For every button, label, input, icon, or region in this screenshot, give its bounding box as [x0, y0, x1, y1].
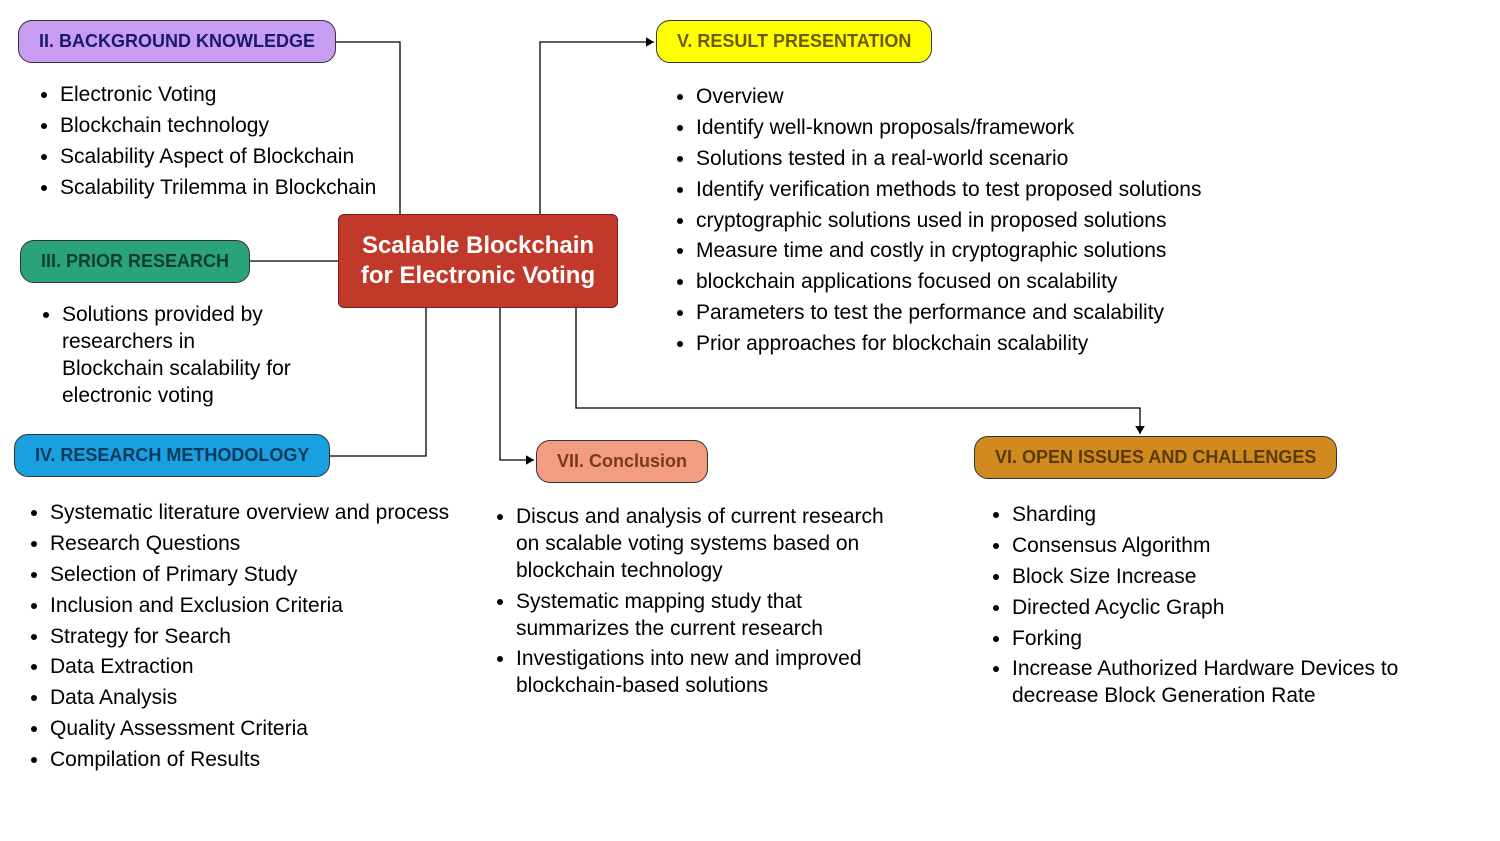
- list-item: Overview: [696, 84, 1234, 111]
- section-background-knowledge: II. BACKGROUND KNOWLEDGE: [18, 20, 336, 63]
- list-item: Selection of Primary Study: [50, 562, 458, 589]
- list-item: Forking: [1012, 626, 1460, 653]
- section-background-items: Electronic Voting Blockchain technology Sc…: [38, 78, 398, 206]
- list-item: Data Analysis: [50, 685, 458, 712]
- section-label: IV. RESEARCH METHODOLOGY: [35, 445, 309, 465]
- list-item: Strategy for Search: [50, 624, 458, 651]
- list-item: Parameters to test the performance and s…: [696, 300, 1234, 327]
- list-item: Consensus Algorithm: [1012, 533, 1460, 560]
- list-item: Sharding: [1012, 502, 1460, 529]
- section-open-issues: VI. OPEN ISSUES AND CHALLENGES: [974, 436, 1337, 479]
- section-methodology-items: Systematic literature overview and proce…: [28, 496, 458, 778]
- list-item: cryptographic solutions used in proposed…: [696, 208, 1234, 235]
- section-label: III. PRIOR RESEARCH: [41, 251, 229, 271]
- list-item: Directed Acyclic Graph: [1012, 595, 1460, 622]
- list-item: Data Extraction: [50, 654, 458, 681]
- list-item: Systematic literature overview and proce…: [50, 500, 458, 527]
- list-item: Increase Authorized Hardware Devices to …: [1012, 656, 1460, 710]
- list-item: Systematic mapping study that summarizes…: [516, 589, 884, 643]
- section-label: VI. OPEN ISSUES AND CHALLENGES: [995, 447, 1316, 467]
- center-node: Scalable Blockchain for Electronic Votin…: [338, 214, 618, 308]
- section-research-methodology: IV. RESEARCH METHODOLOGY: [14, 434, 330, 477]
- list-item: Identify well-known proposals/framework: [696, 115, 1234, 142]
- list-item: Quality Assessment Criteria: [50, 716, 458, 743]
- arrowhead-icon: [646, 37, 654, 47]
- section-label: VII. Conclusion: [557, 451, 687, 471]
- list-item: Electronic Voting: [60, 82, 398, 109]
- list-item: Scalability Aspect of Blockchain: [60, 144, 398, 171]
- list-item: Solutions provided by researchers in Blo…: [62, 302, 296, 410]
- connector-to-methodology: [322, 306, 426, 456]
- section-result-presentation: V. RESULT PRESENTATION: [656, 20, 932, 63]
- list-item: Solutions tested in a real-world scenari…: [696, 146, 1234, 173]
- arrowhead-icon: [1135, 426, 1145, 434]
- connector-to-results: [540, 42, 654, 214]
- list-item: Research Questions: [50, 531, 458, 558]
- section-prior-research: III. PRIOR RESEARCH: [20, 240, 250, 283]
- list-item: blockchain applications focused on scala…: [696, 269, 1234, 296]
- connector-to-conclusion: [500, 306, 534, 460]
- section-prior-items: Solutions provided by researchers in Blo…: [40, 298, 296, 414]
- list-item: Blockchain technology: [60, 113, 398, 140]
- arrowhead-icon: [526, 455, 534, 465]
- section-results-items: Overview Identify well-known proposals/fr…: [674, 80, 1234, 362]
- list-item: Investigations into new and improved blo…: [516, 646, 884, 700]
- section-label: II. BACKGROUND KNOWLEDGE: [39, 31, 315, 51]
- list-item: Prior approaches for blockchain scalabil…: [696, 331, 1234, 358]
- list-item: Scalability Trilemma in Blockchain: [60, 175, 398, 202]
- section-conclusion: VII. Conclusion: [536, 440, 708, 483]
- list-item: Measure time and costly in cryptographic…: [696, 238, 1234, 265]
- center-title-line1: Scalable Blockchain: [362, 232, 594, 259]
- list-item: Block Size Increase: [1012, 564, 1460, 591]
- list-item: Compilation of Results: [50, 747, 458, 774]
- section-conclusion-items: Discus and analysis of current research …: [494, 500, 884, 704]
- list-item: Inclusion and Exclusion Criteria: [50, 593, 458, 620]
- section-label: V. RESULT PRESENTATION: [677, 31, 911, 51]
- list-item: Discus and analysis of current research …: [516, 504, 884, 585]
- list-item: Identify verification methods to test pr…: [696, 177, 1234, 204]
- center-title-line2: for Electronic Voting: [361, 262, 595, 289]
- section-open-issues-items: Sharding Consensus Algorithm Block Size In…: [990, 498, 1460, 714]
